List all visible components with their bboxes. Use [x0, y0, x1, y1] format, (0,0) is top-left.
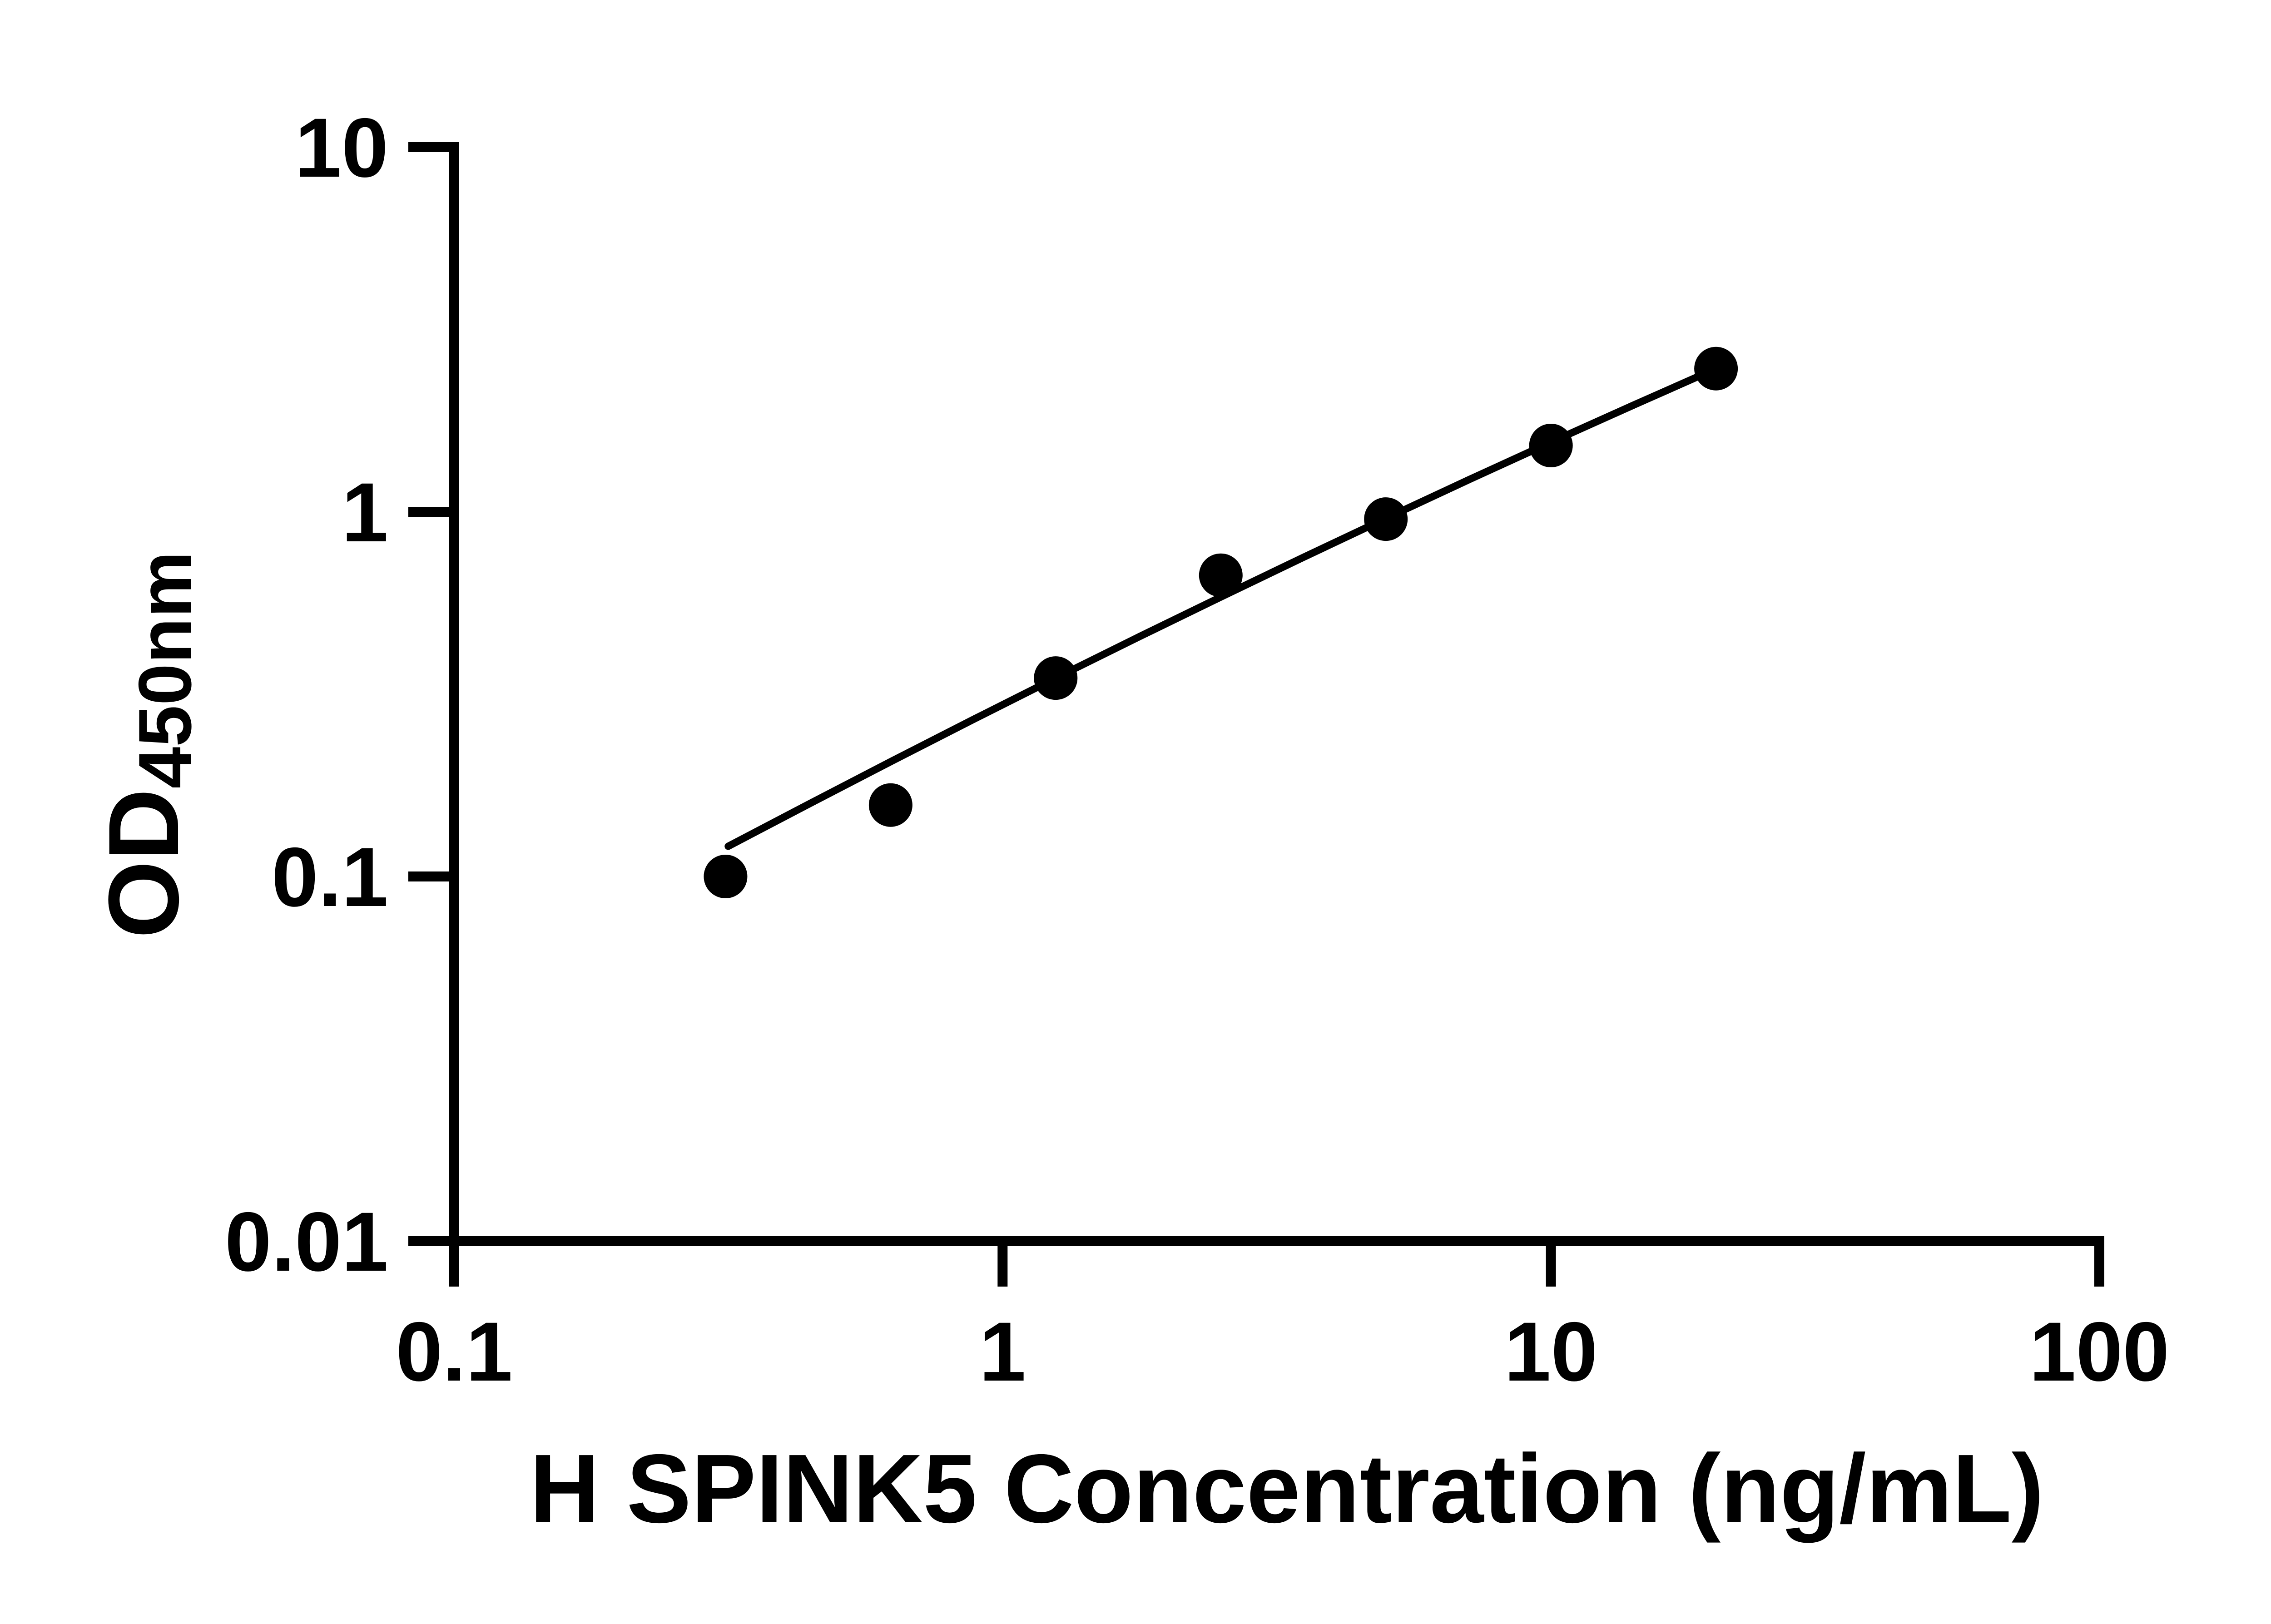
- y-axis-title-subscript: 450nm: [123, 551, 207, 789]
- y-tick-label: 0.01: [225, 1195, 388, 1289]
- x-tick-label: 0.1: [396, 1305, 512, 1399]
- axis-ticks: [408, 142, 2104, 1287]
- data-point: [1694, 347, 1738, 391]
- y-axis-title: OD450nm: [88, 551, 207, 939]
- data-points: [704, 347, 1738, 898]
- data-point: [1364, 497, 1408, 541]
- y-tick-label: 10: [295, 101, 388, 195]
- y-axis-title-main: OD: [88, 788, 199, 938]
- data-point: [868, 783, 912, 827]
- x-tick-label: 10: [1504, 1305, 1598, 1399]
- data-point: [704, 855, 748, 898]
- data-point: [1034, 656, 1078, 700]
- x-axis-title: H SPINK5 Concentration (ng/mL): [530, 1434, 2044, 1543]
- y-tick-label: 1: [342, 466, 388, 559]
- data-point: [1199, 553, 1243, 597]
- x-tick-label: 1: [979, 1305, 1026, 1399]
- data-point: [1529, 424, 1573, 467]
- axes: [408, 142, 2104, 1287]
- y-tick-label: 0.1: [272, 831, 388, 924]
- x-tick-label: 100: [2029, 1305, 2170, 1399]
